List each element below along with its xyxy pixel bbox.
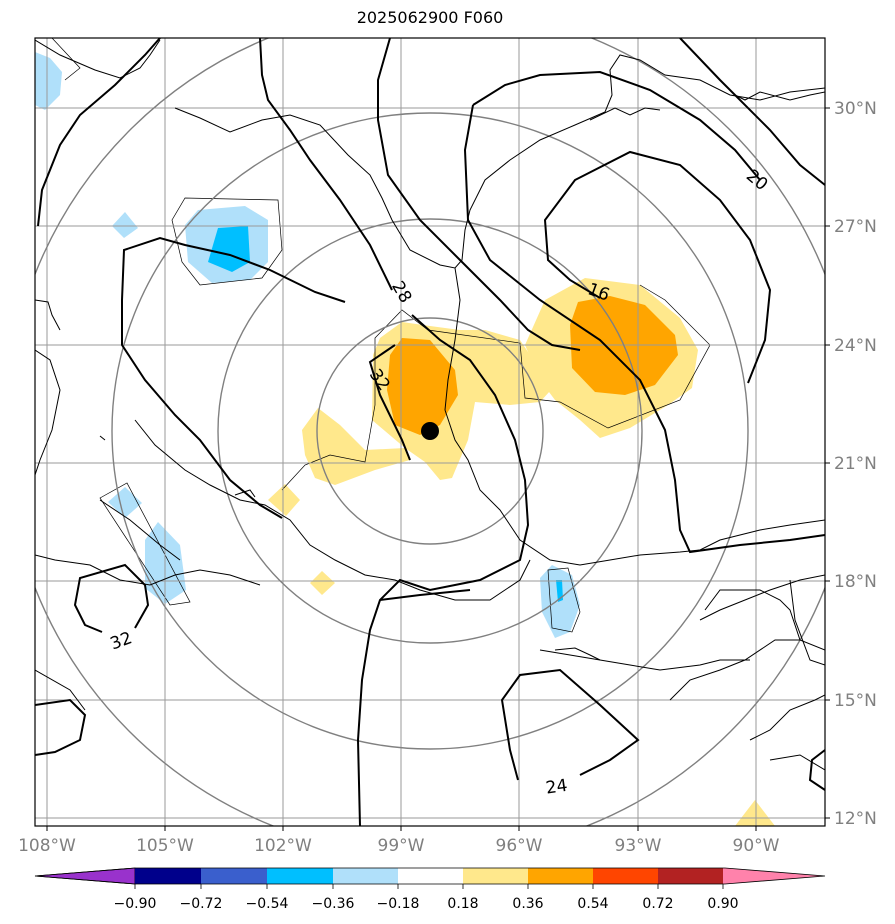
colorbar-extend-high (723, 868, 825, 884)
colorbar-tick-label: −0.18 (377, 896, 420, 912)
anomaly-outlines (51, 38, 711, 633)
contour-lines (35, 38, 825, 826)
negative-anomaly-area (556, 580, 563, 602)
colorbar-swatch (658, 868, 723, 884)
colorbar-extend-low (34, 867, 136, 885)
colorbar-tick-label: 0.90 (707, 896, 738, 912)
positive-anomaly-area (268, 484, 300, 516)
lat-label: 30°N (834, 99, 877, 119)
colorbar-tick-label: −0.72 (180, 896, 223, 912)
storm-center-marker (421, 422, 439, 440)
colorbar-swatch (267, 868, 333, 884)
colorbar-tick-label: 0.36 (512, 896, 543, 912)
colorbar-swatch (398, 868, 463, 884)
negative-anomaly-area (35, 52, 62, 110)
positive-anomaly-area (310, 571, 335, 595)
colorbar-swatch (333, 868, 398, 884)
colorbar-tick-label: 0.54 (577, 896, 608, 912)
contour-label: 24 (545, 776, 569, 799)
anomaly-fills (35, 52, 775, 826)
lat-label: 18°N (834, 572, 877, 592)
lon-label: 96°W (496, 836, 543, 856)
colorbar-tick-label: 0.18 (447, 896, 478, 912)
lat-label: 15°N (834, 691, 877, 711)
longitude-labels: 108°W 105°W 102°W 99°W 96°W 93°W 90°W (18, 836, 780, 856)
negative-anomaly-area (108, 487, 142, 518)
lat-label: 21°N (834, 454, 877, 474)
negative-anomaly-area (112, 212, 138, 238)
contour-label: 32 (108, 628, 135, 654)
colorbar: −0.90 −0.72 −0.54 −0.36 −0.18 0.18 0.36 … (34, 867, 826, 912)
lon-label: 99°W (378, 836, 425, 856)
lon-label: 105°W (136, 836, 194, 856)
contour-label: 20 (742, 166, 771, 195)
lat-label: 12°N (834, 809, 877, 829)
negative-anomaly-area (208, 226, 250, 272)
colorbar-swatch (593, 868, 658, 884)
lat-label: 27°N (834, 217, 877, 237)
coastlines (35, 39, 825, 771)
map-frame (34, 37, 826, 827)
positive-anomaly-area (302, 408, 410, 485)
map-title: 2025062900 F060 (356, 8, 504, 27)
latitude-labels: 30°N 27°N 24°N 21°N 18°N 15°N 12°N (834, 99, 877, 829)
colorbar-tick-label: −0.54 (246, 896, 289, 912)
graticule (35, 38, 825, 826)
colorbar-swatch (201, 868, 267, 884)
colorbar-tick-label: 0.72 (642, 896, 673, 912)
colorbar-tick-label: −0.90 (114, 896, 157, 912)
lon-label: 90°W (733, 836, 780, 856)
colorbar-swatch (463, 868, 528, 884)
lon-label: 93°W (615, 836, 662, 856)
lat-label: 24°N (834, 336, 877, 356)
positive-anomaly-area (735, 800, 775, 826)
tick-marks (46, 107, 830, 831)
lon-label: 108°W (18, 836, 76, 856)
colorbar-swatch (135, 868, 201, 884)
negative-anomaly-area (540, 565, 580, 638)
colorbar-tick-label: −0.36 (312, 896, 355, 912)
distance-rings (35, 38, 825, 826)
positive-anomaly-area (387, 338, 458, 435)
lon-label: 102°W (254, 836, 312, 856)
colorbar-swatch (528, 868, 593, 884)
